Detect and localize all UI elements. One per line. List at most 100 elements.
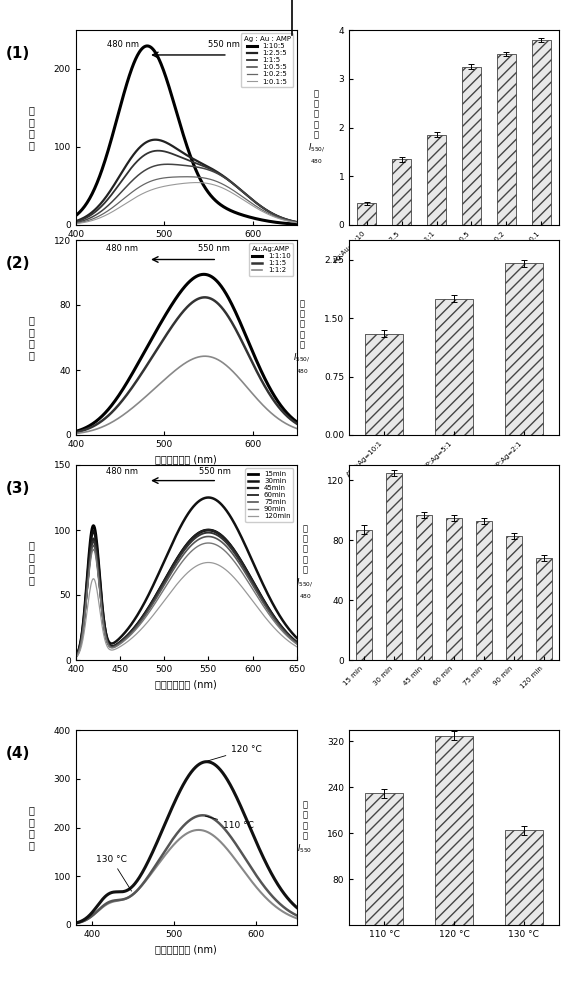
45min bbox=[135, 616, 142, 628]
Line: 30min: 30min bbox=[58, 498, 306, 659]
75min bbox=[302, 643, 309, 655]
30min bbox=[234, 523, 241, 535]
Line: 1:1:2: 1:1:2 bbox=[58, 356, 306, 435]
60min bbox=[302, 643, 309, 655]
15min bbox=[235, 551, 242, 563]
1:0.5:5 bbox=[211, 166, 218, 178]
90min bbox=[55, 654, 62, 666]
1:1:10 bbox=[211, 273, 218, 285]
1:10:5 bbox=[235, 208, 242, 220]
1:0.2:5 bbox=[234, 187, 241, 199]
Bar bbox=[357, 203, 376, 225]
75min bbox=[152, 593, 159, 605]
60min bbox=[235, 553, 242, 565]
1:1:2 bbox=[135, 397, 142, 409]
1:1:10 bbox=[84, 421, 91, 433]
90min bbox=[211, 538, 218, 550]
1:2.5:5 bbox=[152, 134, 159, 146]
Line: 75min: 75min bbox=[58, 537, 306, 660]
30min bbox=[55, 653, 62, 665]
1:2.5:5 bbox=[234, 181, 241, 193]
1:0.2:5 bbox=[152, 174, 159, 186]
1:1:2 bbox=[152, 381, 159, 393]
1:10:5 bbox=[84, 196, 91, 208]
Line: 1:2.5:5: 1:2.5:5 bbox=[58, 140, 306, 224]
Text: 130 °C: 130 °C bbox=[96, 855, 132, 891]
1:0.5:5 bbox=[234, 181, 241, 193]
Text: (2): (2) bbox=[6, 256, 30, 271]
1:2.5:5 bbox=[211, 164, 218, 176]
1:10:5 bbox=[302, 219, 309, 231]
Bar bbox=[435, 736, 473, 925]
1:1:10 bbox=[152, 325, 159, 337]
1:1:5 bbox=[152, 345, 159, 357]
Bar bbox=[392, 159, 411, 225]
1:1:10 bbox=[135, 356, 142, 368]
Y-axis label: 荧
光
强
度
比
$I_{550/}$
$_{480}$: 荧 光 强 度 比 $I_{550/}$ $_{480}$ bbox=[307, 89, 325, 166]
1:0.1:5 bbox=[211, 179, 218, 191]
1:1:5 bbox=[201, 291, 208, 303]
75min bbox=[211, 532, 218, 544]
1:1:5 bbox=[135, 372, 142, 384]
Text: 480 nm: 480 nm bbox=[107, 40, 139, 49]
15min bbox=[302, 642, 309, 654]
Line: 1:0.2:5: 1:0.2:5 bbox=[58, 177, 306, 225]
1:10:5 bbox=[234, 207, 241, 219]
Legend: 1:10:5, 1:2.5:5, 1:1:5, 1:0.5:5, 1:0.2:5, 1:0.1:5: 1:10:5, 1:2.5:5, 1:1:5, 1:0.5:5, 1:0.2:5… bbox=[241, 33, 293, 87]
1:0.5:5 bbox=[235, 182, 242, 194]
1:0.2:5 bbox=[235, 188, 242, 200]
1:0.5:5 bbox=[135, 169, 142, 181]
1:1:5 bbox=[135, 154, 142, 166]
1:0.5:5 bbox=[84, 213, 91, 225]
45min bbox=[234, 549, 241, 561]
Y-axis label: 荧
光
强
度: 荧 光 强 度 bbox=[29, 805, 34, 850]
1:1:2 bbox=[55, 429, 62, 441]
Line: 1:1:5: 1:1:5 bbox=[58, 297, 306, 434]
Bar bbox=[506, 536, 522, 660]
1:0.1:5 bbox=[152, 182, 159, 194]
Y-axis label: 荧
光
强
度: 荧 光 强 度 bbox=[29, 315, 34, 360]
1:10:5 bbox=[55, 217, 62, 229]
Line: 45min: 45min bbox=[58, 530, 306, 660]
1:1:2 bbox=[84, 426, 91, 438]
60min bbox=[205, 527, 212, 539]
1:1:5 bbox=[84, 423, 91, 435]
1:2.5:5 bbox=[84, 209, 91, 221]
120min bbox=[205, 557, 212, 569]
Text: (1): (1) bbox=[6, 46, 30, 61]
1:0.5:5 bbox=[302, 217, 309, 229]
120min bbox=[55, 654, 62, 666]
90min bbox=[235, 561, 242, 573]
15min bbox=[211, 525, 218, 537]
Bar bbox=[416, 514, 432, 660]
1:1:5 bbox=[84, 211, 91, 223]
30min bbox=[152, 573, 159, 585]
75min bbox=[234, 554, 241, 566]
Y-axis label: 荧
光
强
度
比
$I_{550/}$
$_{480}$: 荧 光 强 度 比 $I_{550/}$ $_{480}$ bbox=[296, 524, 314, 601]
Line: 1:1:5: 1:1:5 bbox=[58, 151, 306, 224]
Bar bbox=[427, 135, 446, 225]
120min bbox=[302, 645, 309, 657]
Legend: 15min, 30min, 45min, 60min, 75min, 90min, 120min: 15min, 30min, 45min, 60min, 75min, 90min… bbox=[245, 468, 293, 522]
15min bbox=[90, 520, 97, 532]
15min bbox=[234, 549, 241, 561]
1:0.5:5 bbox=[152, 160, 159, 172]
Bar bbox=[365, 334, 403, 435]
Y-axis label: 荧
光
强
度: 荧 光 强 度 bbox=[29, 540, 34, 585]
75min bbox=[235, 556, 242, 568]
1:0.1:5 bbox=[235, 191, 242, 203]
1:0.1:5 bbox=[135, 190, 142, 202]
Bar bbox=[475, 520, 492, 660]
1:0.2:5 bbox=[302, 218, 309, 230]
75min bbox=[84, 577, 91, 589]
Text: 110 °C: 110 °C bbox=[205, 816, 254, 830]
1:1:2 bbox=[201, 350, 208, 362]
15min bbox=[153, 588, 160, 600]
1:1:5 bbox=[152, 145, 159, 157]
X-axis label: 荧光发射波长 (nm): 荧光发射波长 (nm) bbox=[155, 944, 217, 954]
75min bbox=[55, 654, 62, 666]
45min bbox=[235, 551, 242, 563]
1:1:2 bbox=[235, 372, 242, 384]
90min bbox=[135, 620, 142, 632]
Bar bbox=[505, 830, 543, 925]
